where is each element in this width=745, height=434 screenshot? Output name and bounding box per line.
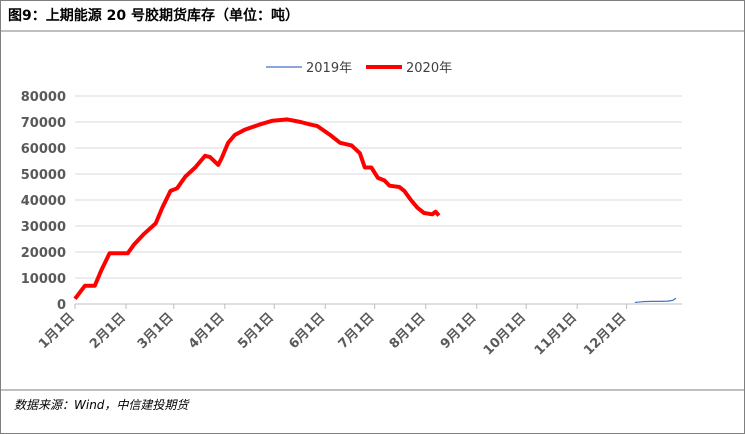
source: 数据来源：Wind，中信建投期货	[14, 398, 190, 412]
y-tick-label: 0	[57, 298, 66, 313]
line	[73, 117, 441, 301]
x-tick-label: 3月1日	[135, 310, 177, 352]
legend-label: 2019年	[306, 61, 352, 76]
chart-title: 图9：上期能源 20 号胶期货库存（单位：吨）	[8, 7, 299, 24]
x-tick-label: 5月1日	[235, 310, 277, 352]
y-tick-label: 70000	[21, 116, 66, 131]
y-tick-label: 20000	[21, 246, 66, 261]
y-tick-label: 60000	[21, 142, 66, 157]
x-tick-label: 6月1日	[286, 310, 328, 352]
line	[634, 297, 677, 304]
x-tick-label: 4月1日	[186, 310, 228, 352]
x-tick-label: 7月1日	[336, 310, 378, 352]
x-tick-label: 8月1日	[387, 310, 429, 352]
x-tick-label: 1月1日	[36, 310, 78, 352]
legend-label: 2020年	[406, 61, 452, 76]
x-tick-label: 2月1日	[87, 310, 129, 352]
x-tick-label: 12月1日	[581, 310, 629, 358]
x-tick-label: 9月1日	[438, 310, 480, 352]
y-tick-label: 80000	[21, 90, 66, 105]
y-tick-label: 30000	[21, 220, 66, 235]
y-tick-label: 40000	[21, 194, 66, 209]
y-tick-label: 50000	[21, 168, 66, 183]
x-tick-label: 11月1日	[532, 310, 580, 358]
y-tick-label: 10000	[21, 272, 66, 287]
x-tick-label: 10月1日	[481, 310, 529, 358]
